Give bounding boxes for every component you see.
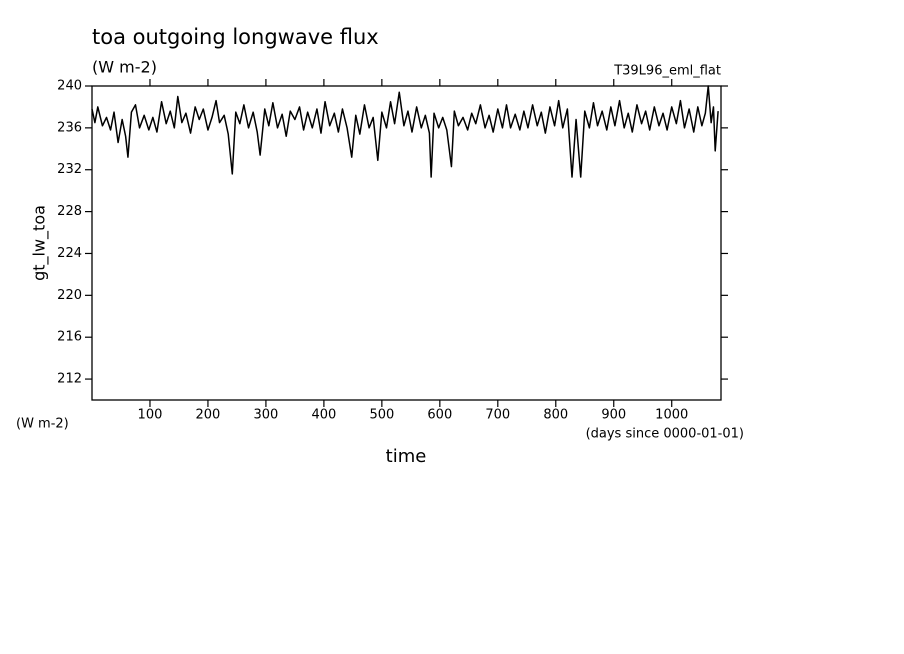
y-tick-label: 220	[57, 288, 82, 303]
x-tick-label: 300	[254, 408, 279, 423]
y-tick-label: 232	[57, 162, 82, 177]
y-units: (W m-2)	[16, 417, 69, 432]
x-units: (days since 0000-01-01)	[586, 427, 744, 442]
y-axis-label: gt_lw_toa	[30, 205, 50, 281]
x-tick-label: 900	[601, 408, 626, 423]
x-tick-label: 200	[196, 408, 221, 423]
x-tick-label: 500	[369, 408, 394, 423]
y-tick-label: 228	[57, 204, 82, 219]
x-tick-label: 600	[427, 408, 452, 423]
y-tick-label: 236	[57, 120, 82, 135]
chart-subtitle: (W m-2)	[92, 58, 157, 77]
x-axis-label: time	[386, 446, 427, 467]
plot-frame	[91, 85, 722, 401]
x-tick-label: 700	[485, 408, 510, 423]
chart-title: toa outgoing longwave flux	[92, 25, 379, 49]
y-tick-label: 212	[57, 372, 82, 387]
x-tick-label: 100	[138, 408, 163, 423]
x-tick-label: 1000	[655, 408, 688, 423]
y-tick-label: 216	[57, 330, 82, 345]
annotation: T39L96_eml_flat	[613, 64, 721, 79]
x-tick-label: 400	[311, 408, 336, 423]
y-tick-label: 224	[57, 246, 82, 261]
data-line	[91, 85, 719, 178]
y-tick-label: 240	[57, 79, 82, 94]
x-tick-label: 800	[543, 408, 568, 423]
